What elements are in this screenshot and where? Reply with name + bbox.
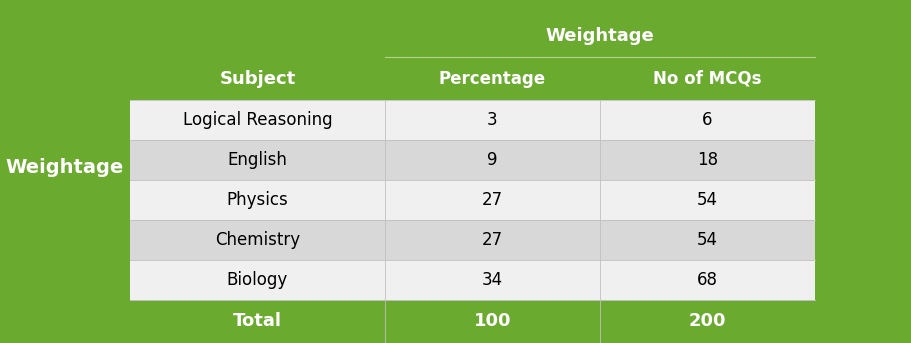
Bar <box>130 57 814 100</box>
Text: 200: 200 <box>688 312 725 330</box>
Text: 34: 34 <box>481 271 503 289</box>
Text: Chemistry: Chemistry <box>215 231 300 249</box>
Bar <box>130 14 814 57</box>
Text: 27: 27 <box>481 231 503 249</box>
Text: Logical Reasoning: Logical Reasoning <box>182 111 332 129</box>
Text: English: English <box>228 151 287 169</box>
Text: No of MCQs: No of MCQs <box>652 70 761 88</box>
Text: 54: 54 <box>696 191 717 209</box>
Text: 6: 6 <box>701 111 712 129</box>
Text: Weightage: Weightage <box>5 158 124 177</box>
Text: Biology: Biology <box>227 271 288 289</box>
Text: Weightage: Weightage <box>545 27 654 45</box>
Text: Percentage: Percentage <box>438 70 546 88</box>
Text: 9: 9 <box>486 151 497 169</box>
Bar <box>130 300 814 343</box>
Text: 100: 100 <box>473 312 511 330</box>
Bar <box>0 0 130 343</box>
Text: Total: Total <box>232 312 281 330</box>
Text: 54: 54 <box>696 231 717 249</box>
Bar <box>130 220 814 260</box>
Bar <box>130 180 814 220</box>
Text: 3: 3 <box>486 111 497 129</box>
Text: Subject: Subject <box>220 70 295 88</box>
Text: 18: 18 <box>696 151 717 169</box>
Bar <box>130 140 814 180</box>
Text: 68: 68 <box>696 271 717 289</box>
Text: Physics: Physics <box>226 191 288 209</box>
Bar <box>130 100 814 140</box>
Bar <box>130 260 814 300</box>
Text: 27: 27 <box>481 191 503 209</box>
